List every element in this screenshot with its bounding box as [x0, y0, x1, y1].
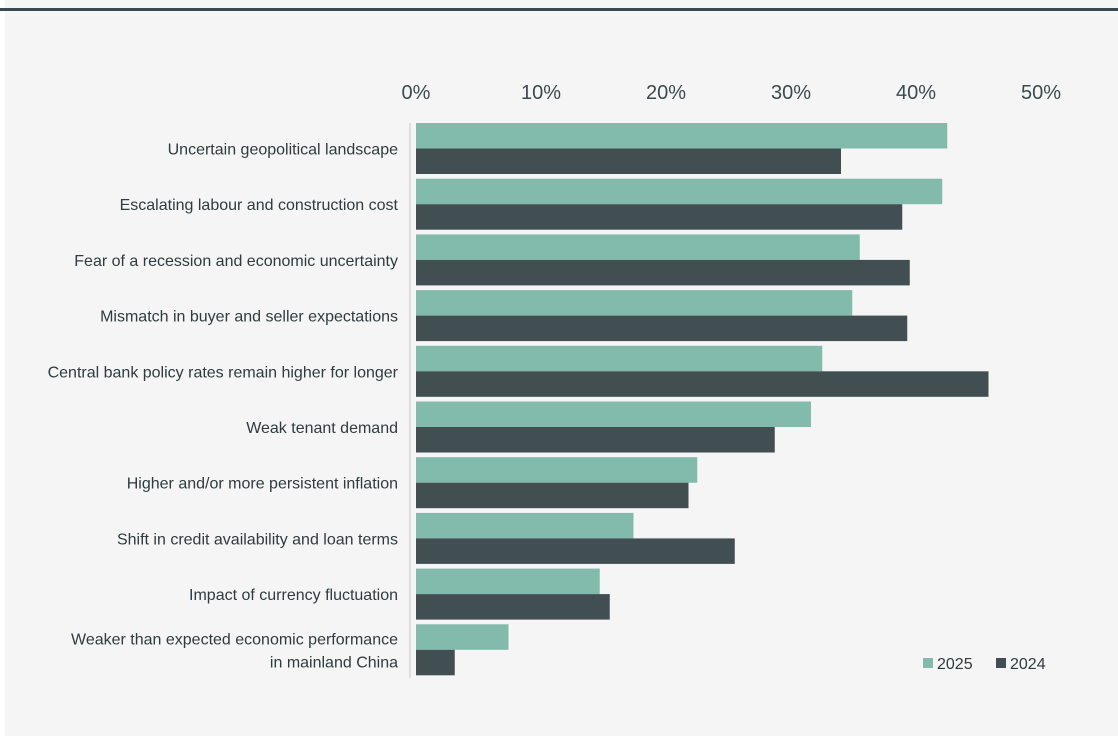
x-tick-label: 20%	[646, 82, 686, 104]
category-label: in mainland China	[270, 654, 398, 671]
bar-2025-7	[416, 457, 698, 483]
x-tick-label: 50%	[1021, 82, 1061, 104]
x-tick-label: 30%	[771, 82, 811, 104]
bar-2025-6	[416, 401, 811, 427]
category-label: Escalating labour and construction cost	[120, 197, 399, 214]
x-tick-label: 10%	[521, 82, 561, 104]
bar-2024-5	[416, 371, 989, 397]
category-label: Uncertain geopolitical landscape	[168, 142, 398, 159]
x-tick-label: 0%	[402, 82, 431, 104]
legend: 2025 2024	[923, 656, 1046, 673]
x-tick-label: 40%	[896, 82, 936, 104]
bar-2025-10	[416, 624, 509, 650]
bars	[416, 123, 989, 676]
legend-label-2025: 2025	[937, 656, 973, 673]
category-label: Shift in credit availability and loan te…	[117, 531, 398, 548]
bar-2025-5	[416, 345, 823, 372]
bar-2024-8	[416, 538, 735, 564]
bar-2025-9	[416, 568, 600, 595]
legend-swatch-2025	[923, 658, 933, 668]
bar-2024-6	[416, 427, 775, 453]
category-label: Weaker than expected economic performanc…	[71, 631, 398, 648]
bar-2025-8	[416, 512, 634, 539]
bar-2025-1	[416, 123, 948, 149]
category-label: Central bank policy rates remain higher …	[48, 364, 399, 381]
category-label: Higher and/or more persistent inflation	[127, 476, 398, 493]
category-labels: Uncertain geopolitical landscape Escalati…	[48, 142, 399, 672]
bar-2024-1	[416, 148, 841, 174]
top-rule	[0, 8, 1118, 11]
bar-2025-2	[416, 178, 943, 205]
bar-2024-10	[416, 649, 455, 676]
bar-2025-3	[416, 234, 860, 260]
legend-label-2024: 2024	[1010, 656, 1046, 673]
bar-2025-4	[416, 290, 853, 316]
bar-2024-2	[416, 204, 903, 230]
bar-2024-9	[416, 594, 610, 620]
bar-2024-3	[416, 259, 910, 286]
bar-2024-4	[416, 315, 908, 342]
legend-swatch-2024	[996, 658, 1006, 668]
category-label: Fear of a recession and economic uncerta…	[74, 253, 398, 270]
category-label: Impact of currency fluctuation	[189, 587, 398, 604]
category-label: Mismatch in buyer and seller expectation…	[100, 309, 398, 326]
bar-2024-7	[416, 482, 689, 509]
category-label: Weak tenant demand	[246, 420, 398, 437]
x-axis-ticks: 0% 10% 20% 30% 40% 50%	[402, 82, 1062, 104]
